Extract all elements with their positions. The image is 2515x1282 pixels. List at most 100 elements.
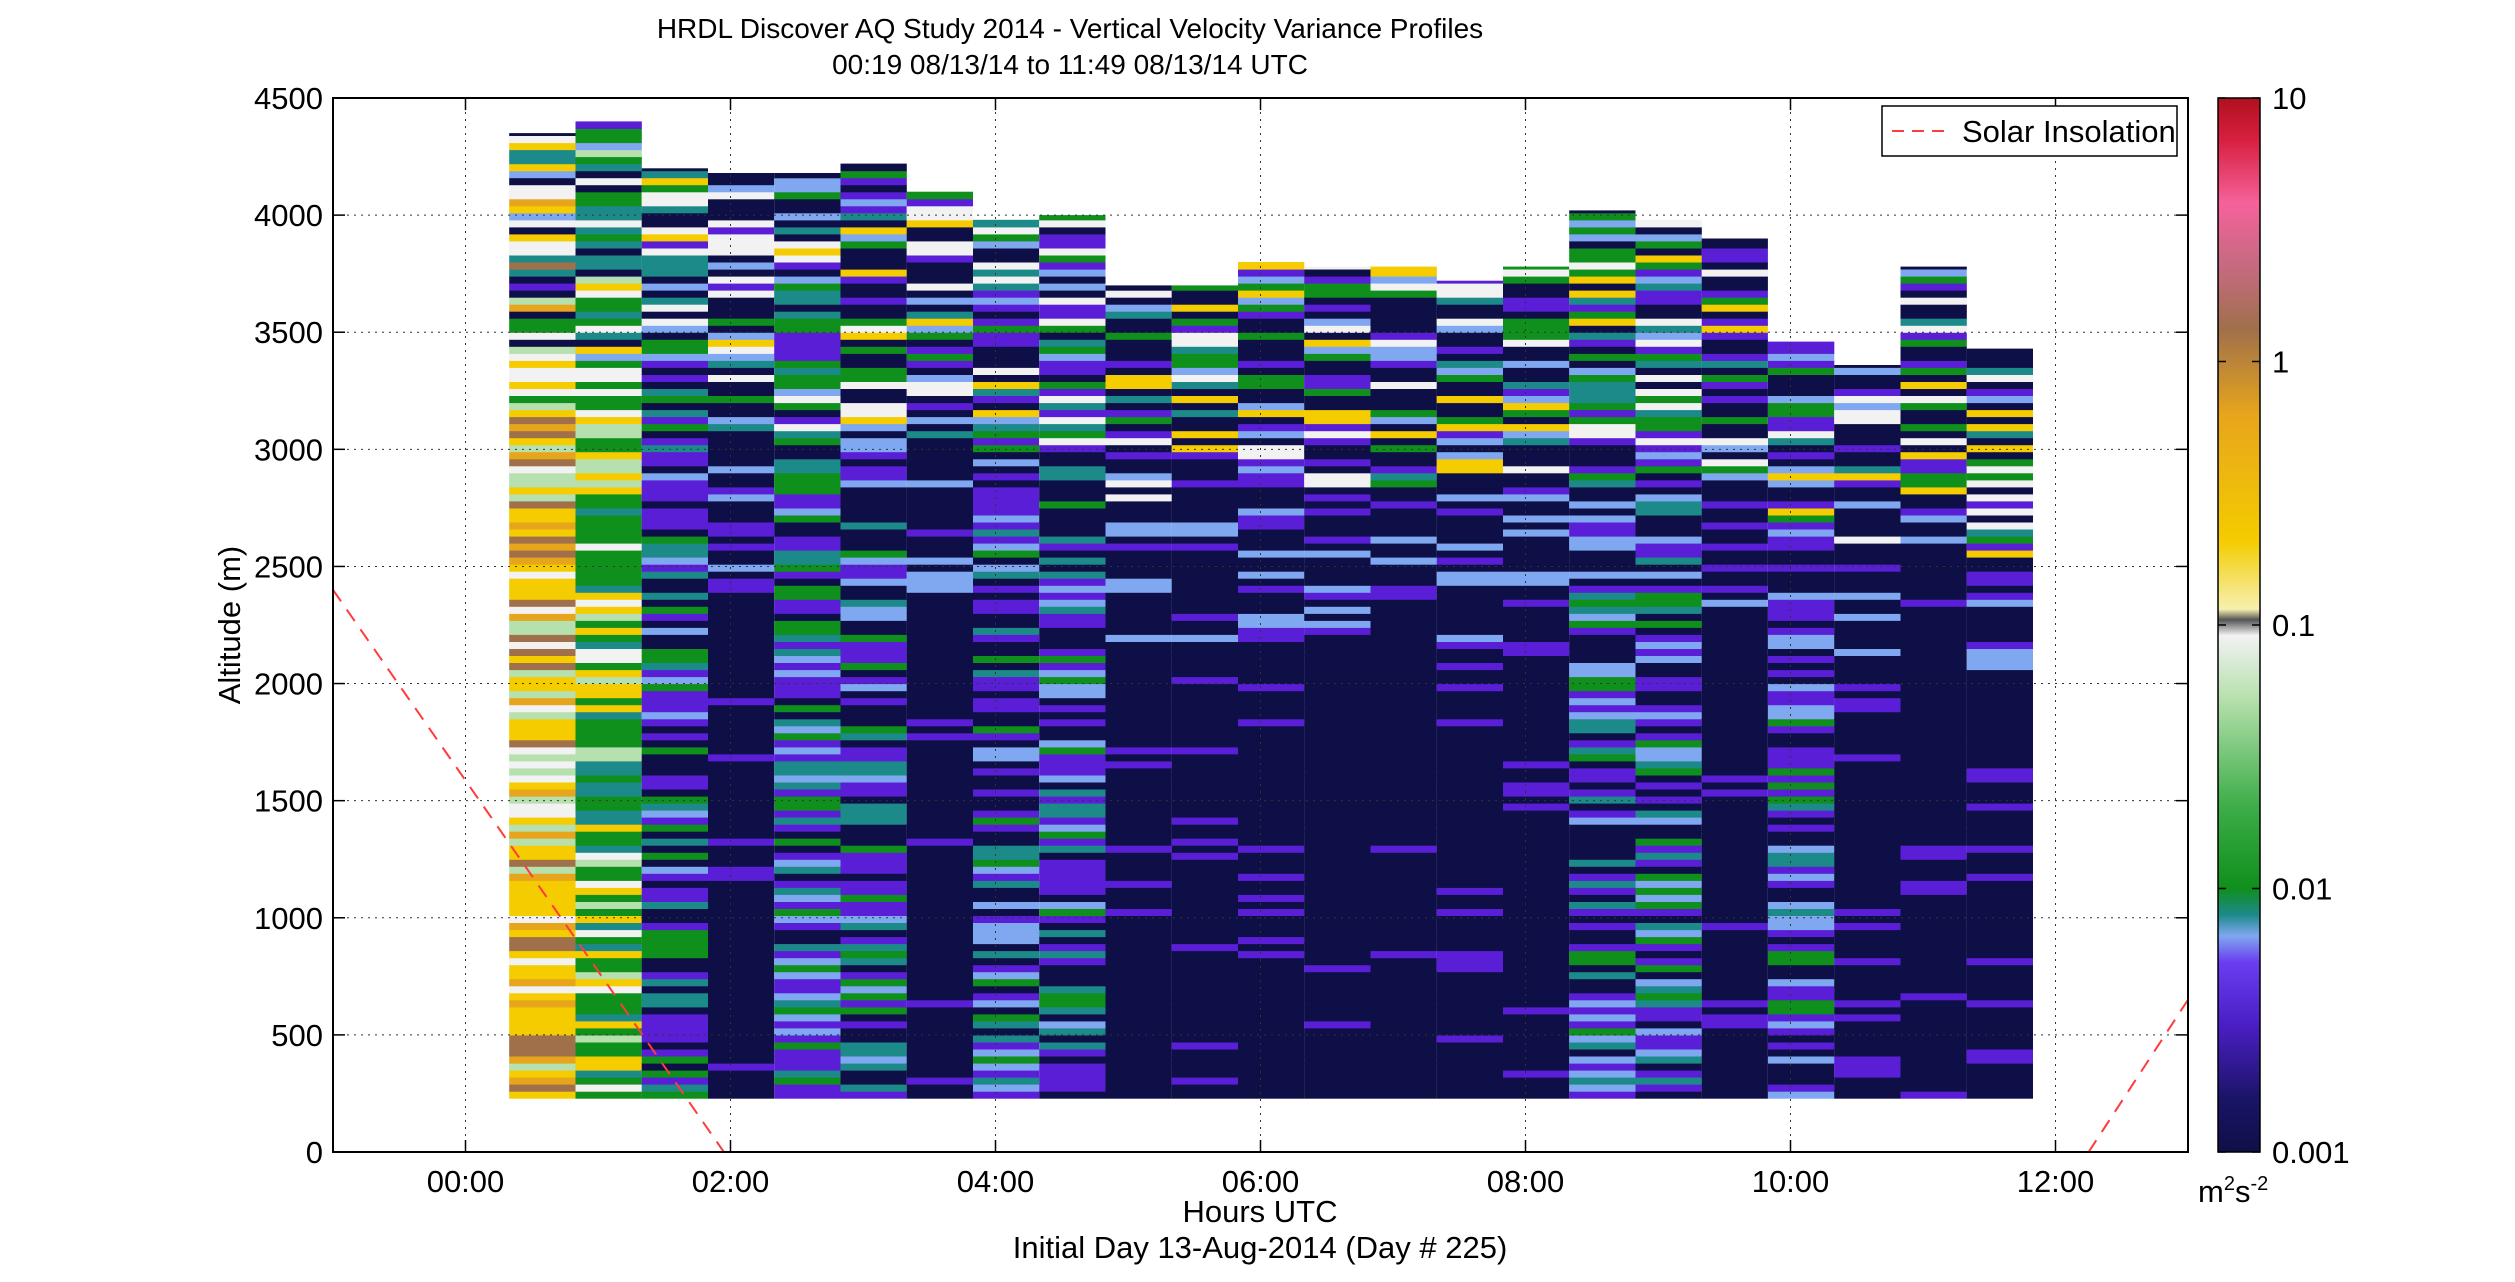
heatmap-cell [1370,599,1437,607]
heatmap-cell [1834,1077,1901,1085]
heatmap-cell [1503,711,1570,720]
heatmap-cell [1238,1048,1305,1057]
heatmap-cell [1635,866,1702,874]
heatmap-cell [1569,1006,1636,1015]
heatmap-cell [1768,732,1835,741]
heatmap-cell [1635,564,1702,572]
heatmap-cell [906,683,973,692]
heatmap-cell [708,1020,775,1029]
heatmap-cell [708,1006,775,1015]
colorbar-tick-label: 0.1 [2272,608,2315,643]
heatmap-cell [1768,620,1835,628]
heatmap-cell [1503,599,1570,607]
heatmap-cell [1503,325,1570,333]
heatmap-cell [575,711,642,720]
heatmap-cell [641,894,708,902]
heatmap-cell [1105,887,1172,895]
heatmap-cell [1834,465,1901,474]
heatmap-cell [1171,978,1238,987]
heatmap-cell [1105,669,1172,678]
heatmap-cell [774,1056,841,1064]
heatmap-cell [840,922,907,931]
heatmap-cell [906,627,973,635]
heatmap-cell [1569,845,1636,853]
heatmap-cell [1768,936,1835,945]
heatmap-cell [1238,971,1305,980]
heatmap-cell [774,219,841,228]
heatmap-cell [1701,332,1768,340]
heatmap-cell [1701,760,1768,769]
heatmap-cell [1569,472,1636,481]
heatmap-cell [1436,409,1503,418]
heatmap-cell [708,922,775,931]
heatmap-cell [509,1070,576,1078]
heatmap-cell [1635,550,1702,558]
heatmap-cell [1503,402,1570,411]
heatmap-cell [1039,732,1106,741]
heatmap-cell [973,796,1040,804]
heatmap-cell [1105,1006,1172,1015]
heatmap-cell [1238,866,1305,874]
heatmap-cell [1701,472,1768,481]
heatmap-cell [1768,458,1835,467]
heatmap-cell [1503,901,1570,909]
heatmap-cell [1569,479,1636,488]
heatmap-cell [1238,409,1305,418]
heatmap-cell [906,1056,973,1064]
heatmap-cell [1370,290,1437,298]
heatmap-cell [1105,1063,1172,1071]
heatmap-cell [509,437,576,446]
heatmap-cell [906,1034,973,1043]
heatmap-cell [1171,648,1238,656]
heatmap-cell [840,725,907,734]
heatmap-cell [1900,873,1967,881]
heatmap-cell [1304,922,1371,931]
heatmap-cell [1304,690,1371,699]
heatmap-cell [1569,838,1636,846]
heatmap-cell [1503,564,1570,572]
heatmap-cell [509,142,576,151]
heatmap-cell [1238,817,1305,825]
heatmap-cell [509,753,576,762]
heatmap-cell [1834,514,1901,523]
heatmap-cell [1105,753,1172,762]
heatmap-cell [1171,732,1238,741]
heatmap-cell [1503,571,1570,579]
heatmap-cell [509,1048,576,1057]
heatmap-cell [1238,711,1305,720]
heatmap-cell [1701,290,1768,298]
heatmap-cell [1105,739,1172,748]
heatmap-cell [1569,627,1636,635]
heatmap-cell [575,360,642,368]
heatmap-cell [774,325,841,333]
heatmap-cell [1370,922,1437,931]
heatmap-cell [1039,550,1106,558]
heatmap-cell [1635,1084,1702,1092]
y-tick-label: 2000 [254,667,323,702]
heatmap-cell [1039,964,1106,973]
heatmap-cell [708,592,775,600]
heatmap-cell [840,852,907,860]
heatmap-cell [1701,894,1768,902]
heatmap-cell [1569,690,1636,699]
heatmap-cell [1503,838,1570,846]
heatmap-cell [840,240,907,249]
heatmap-cell [1900,514,1967,523]
heatmap-cell [1304,423,1371,432]
heatmap-cell [840,613,907,621]
heatmap-cell [906,1070,973,1078]
heatmap-cell [1238,767,1305,776]
heatmap-cell [840,212,907,221]
heatmap-cell [774,1020,841,1029]
heatmap-cell [1039,339,1106,347]
heatmap-cell [1635,395,1702,404]
heatmap-cell [1436,346,1503,354]
heatmap-cell [1436,557,1503,565]
heatmap-cell [774,957,841,966]
heatmap-cell [1039,810,1106,818]
heatmap-cell [1370,873,1437,881]
heatmap-cell [1436,280,1503,284]
heatmap-cell [641,486,708,495]
heatmap-cell [1304,367,1371,375]
heatmap-cell [1701,971,1768,980]
